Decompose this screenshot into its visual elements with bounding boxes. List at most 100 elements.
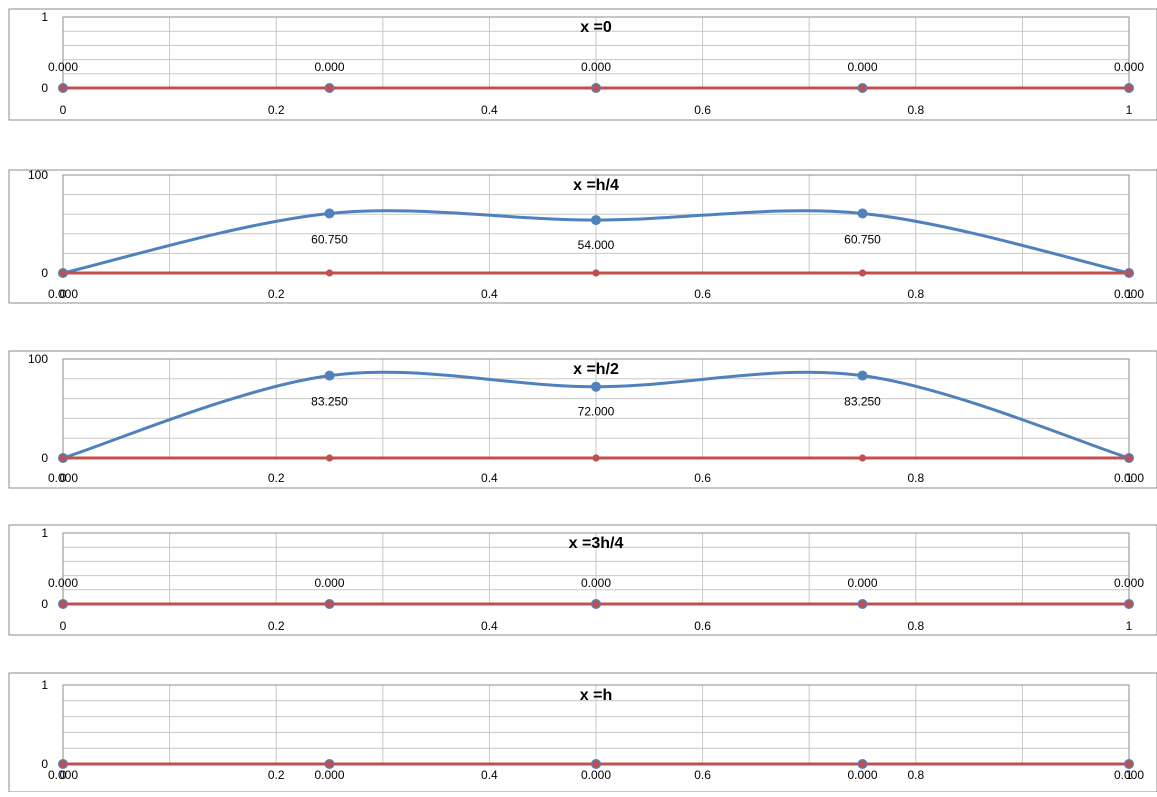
chart-frame <box>8 350 1157 489</box>
x-tick-label: 1 <box>1126 619 1133 633</box>
x-tick-label: 0.8 <box>907 471 924 485</box>
data-label: 0.000 <box>48 768 78 782</box>
series-point-red <box>858 84 867 92</box>
data-label: 0.000 <box>581 768 611 782</box>
series-point-red <box>325 454 334 462</box>
data-label: 0.000 <box>48 576 78 590</box>
x-tick-label: 0.6 <box>694 619 711 633</box>
x-tick-label: 0.2 <box>268 103 285 117</box>
series-point-blue <box>591 381 601 392</box>
y-tick-label: 100 <box>28 168 48 182</box>
data-label: 0.000 <box>48 287 78 301</box>
series-point-red <box>325 84 334 92</box>
series-point-red <box>1125 269 1133 277</box>
data-label: 0.000 <box>847 576 877 590</box>
chart-panel-1: 1 00 0.2 0.4 0.6 0.8 1 x =0 0.000 0.000 0.000 0.000… <box>8 8 1157 121</box>
x-tick-label: 0 <box>60 471 67 485</box>
series-point-red <box>592 84 600 92</box>
series-point-red <box>858 454 867 462</box>
x-tick-label: 0 <box>60 103 67 117</box>
series-point-red <box>858 760 867 768</box>
series-point-blue <box>591 215 601 226</box>
y-tick-label: 100 <box>28 352 48 366</box>
data-label: 72.000 <box>578 405 615 419</box>
chart-panel-2: 100 00 0.2 0.4 0.6 0.8 1 x =h/4 0.000 60.750 54.00… <box>8 168 1157 304</box>
data-label: 0.000 <box>847 60 877 74</box>
y-tick-label: 0 <box>41 757 48 771</box>
x-tick-label: 1 <box>1126 287 1133 301</box>
series-point-red <box>59 760 67 768</box>
series-point-red <box>1125 454 1133 462</box>
series-point-red <box>59 600 67 608</box>
x-tick-label: 0 <box>60 287 67 301</box>
data-label: 0.000 <box>581 576 611 590</box>
series-point-blue <box>857 370 868 381</box>
x-tick-label: 0.2 <box>268 619 285 633</box>
x-tick-label: 0.4 <box>481 768 498 782</box>
series-point-red <box>592 760 600 768</box>
data-label: 0.000 <box>48 60 78 74</box>
y-tick-label: 0 <box>41 597 48 611</box>
data-label: 60.750 <box>844 232 881 246</box>
chart-panel-4: 1 00 0.2 0.4 0.6 0.8 1 x =3h/4 0.000 0.000 0.000 0.… <box>8 524 1157 636</box>
y-tick-label: 0 <box>41 451 48 465</box>
data-label: 0.000 <box>1114 60 1144 74</box>
series-point-red <box>592 600 600 608</box>
series-point-red <box>858 269 867 277</box>
x-tick-label: 0.8 <box>907 619 924 633</box>
x-tick-label: 0.6 <box>694 287 711 301</box>
data-label: 0.000 <box>314 576 344 590</box>
chart-title: x =h/2 <box>573 361 619 378</box>
y-tick-label: 1 <box>41 678 48 692</box>
data-label: 0.000 <box>314 768 344 782</box>
chart-title: x =h <box>580 687 612 704</box>
y-tick-label: 0 <box>41 81 48 95</box>
y-tick-label: 1 <box>41 526 48 540</box>
data-label: 0.000 <box>314 60 344 74</box>
x-tick-label: 0.8 <box>907 768 924 782</box>
series-point-blue <box>324 370 335 381</box>
series-point-red <box>59 454 67 462</box>
x-tick-label: 1 <box>1126 103 1133 117</box>
data-label: 0.000 <box>48 471 78 485</box>
series-point-red <box>325 760 334 768</box>
data-label: 60.750 <box>311 232 348 246</box>
chart-title: x =0 <box>580 19 612 36</box>
chart-title: x =h/4 <box>573 177 619 194</box>
data-label: 0.000 <box>581 60 611 74</box>
data-label: 54.000 <box>578 238 615 252</box>
x-tick-label: 0.2 <box>268 471 285 485</box>
data-label: 0.000 <box>1114 768 1144 782</box>
data-label: 0.000 <box>1114 576 1144 590</box>
x-tick-label: 0.6 <box>694 103 711 117</box>
x-tick-label: 0.4 <box>481 287 498 301</box>
x-tick-label: 0.2 <box>268 768 285 782</box>
x-tick-label: 0.6 <box>694 471 711 485</box>
data-label: 0.000 <box>847 768 877 782</box>
x-tick-label: 0.8 <box>907 103 924 117</box>
x-tick-label: 0.4 <box>481 103 498 117</box>
series-point-red <box>592 269 600 277</box>
x-tick-label: 0 <box>60 619 67 633</box>
data-label: 0.000 <box>1114 471 1144 485</box>
chart-frame <box>8 524 1157 636</box>
series-point-red <box>59 269 67 277</box>
chart-title: x =3h/4 <box>569 535 624 552</box>
y-tick-label: 0 <box>41 266 48 280</box>
chart-panel-3: 100 00 0.2 0.4 0.6 0.8 1 x =h/2 0.000 83.250 72.00… <box>8 350 1157 489</box>
data-label: 83.250 <box>844 395 881 409</box>
series-point-red <box>1125 600 1133 608</box>
data-label: 0.000 <box>1114 287 1144 301</box>
x-tick-label: 1 <box>1126 768 1133 782</box>
x-tick-label: 0.8 <box>907 287 924 301</box>
chart-panel-5: 1 00 0.2 0.4 0.6 0.8 1 x =h 0.000 0.000 0.000 0.000… <box>8 672 1157 793</box>
series-point-blue <box>324 208 335 219</box>
x-tick-label: 0 <box>60 768 67 782</box>
series-point-red <box>1125 84 1133 92</box>
x-tick-label: 0.2 <box>268 287 285 301</box>
series-point-red <box>325 269 334 277</box>
data-label: 83.250 <box>311 395 348 409</box>
series-point-red <box>325 600 334 608</box>
x-tick-label: 0.6 <box>694 768 711 782</box>
